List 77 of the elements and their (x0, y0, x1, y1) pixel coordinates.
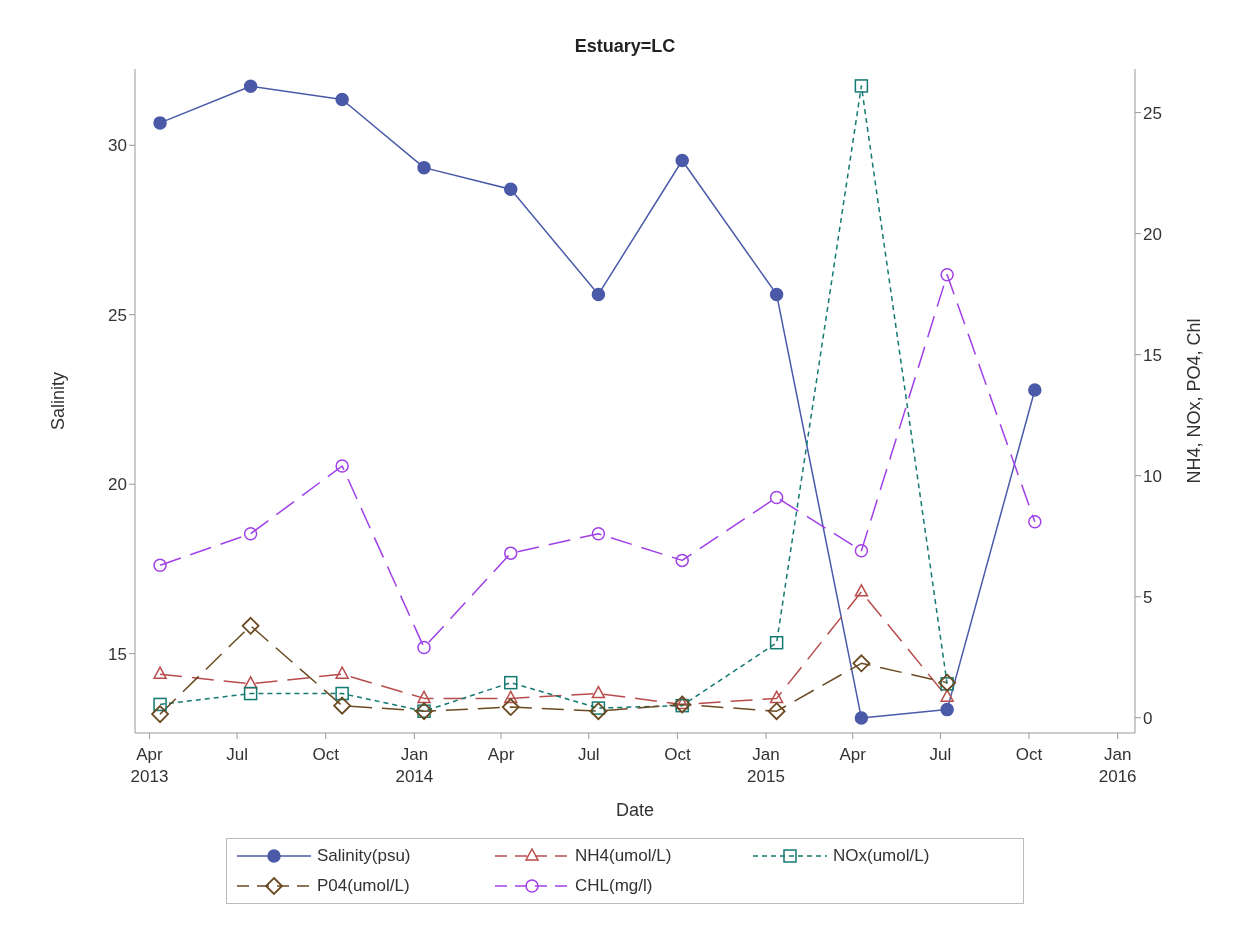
y-axis-title: Salinity (48, 371, 69, 431)
point (503, 546, 518, 560)
point (854, 584, 869, 597)
point (153, 116, 167, 130)
x-axis-title: Date (615, 800, 655, 820)
point (503, 675, 518, 690)
point (503, 182, 518, 197)
point (335, 92, 349, 107)
point (854, 543, 869, 558)
legend-label: CHL(mg/l) (575, 876, 653, 896)
legend-label: P04(umol/L) (317, 876, 410, 896)
x-tick-label: Jul (226, 745, 248, 765)
point (938, 673, 957, 692)
point (417, 640, 431, 655)
point (591, 701, 606, 715)
point (589, 702, 608, 721)
point (153, 666, 167, 679)
point (1028, 383, 1042, 397)
y2-tick-label: 10 (1143, 466, 1162, 486)
point (940, 702, 954, 717)
y-tick-label: 30 (108, 136, 127, 156)
y-tick-label: 15 (108, 644, 127, 664)
x-tick-label: Jan 2014 (395, 745, 434, 787)
point (151, 705, 169, 724)
legend-label: Salinity(psu) (317, 846, 411, 866)
point (852, 654, 871, 673)
y2-tick-label: 15 (1143, 345, 1162, 365)
x-tick-label: Oct (312, 745, 340, 765)
point (675, 553, 689, 568)
y2-tick-label: 25 (1143, 103, 1162, 123)
point (1028, 514, 1042, 529)
point (153, 558, 167, 572)
point (940, 268, 954, 282)
point (333, 696, 352, 715)
x-tick-label: Jan 2016 (1098, 745, 1137, 787)
point (769, 490, 784, 505)
point (591, 287, 606, 302)
x-tick-label: Apr (839, 745, 867, 765)
y2-tick-label: 0 (1143, 708, 1153, 728)
y-tick-label: 25 (108, 305, 127, 325)
y-tick-label: 20 (108, 475, 127, 495)
point (503, 690, 518, 704)
x-tick-label: Jul (577, 745, 600, 765)
y2-tick-label: 5 (1143, 587, 1153, 607)
x-tick-label: Apr (487, 745, 515, 765)
x-tick-label: Jan 2015 (747, 745, 785, 787)
x-tick-label: Jul (929, 745, 952, 765)
point (243, 686, 258, 701)
point (854, 711, 869, 725)
point (769, 690, 784, 704)
y2-tick-label: 20 (1143, 224, 1162, 244)
point (675, 153, 689, 168)
y2-axis-title: NH4, NOx, PO4, Chl (1184, 318, 1205, 484)
point (769, 287, 784, 302)
point (335, 686, 349, 701)
x-tick-label: Oct (664, 745, 691, 765)
chart-title: Estuary=LC (573, 35, 677, 58)
point (243, 676, 258, 689)
x-tick-label: Oct (1015, 745, 1043, 765)
point (335, 666, 349, 679)
point (940, 689, 954, 702)
point (501, 698, 520, 716)
point (591, 527, 606, 541)
point (417, 690, 431, 704)
point (243, 79, 258, 94)
point (335, 459, 349, 473)
legend-label: NH4(umol/L) (575, 846, 672, 866)
point (769, 635, 784, 650)
x-tick-label: Apr 2013 (130, 745, 169, 787)
point (243, 527, 258, 541)
point (854, 79, 869, 93)
point (591, 685, 606, 699)
point (417, 160, 431, 175)
legend-label: NOx(umol/L) (833, 846, 930, 866)
point (767, 702, 786, 721)
point (241, 616, 260, 635)
point (153, 697, 167, 712)
